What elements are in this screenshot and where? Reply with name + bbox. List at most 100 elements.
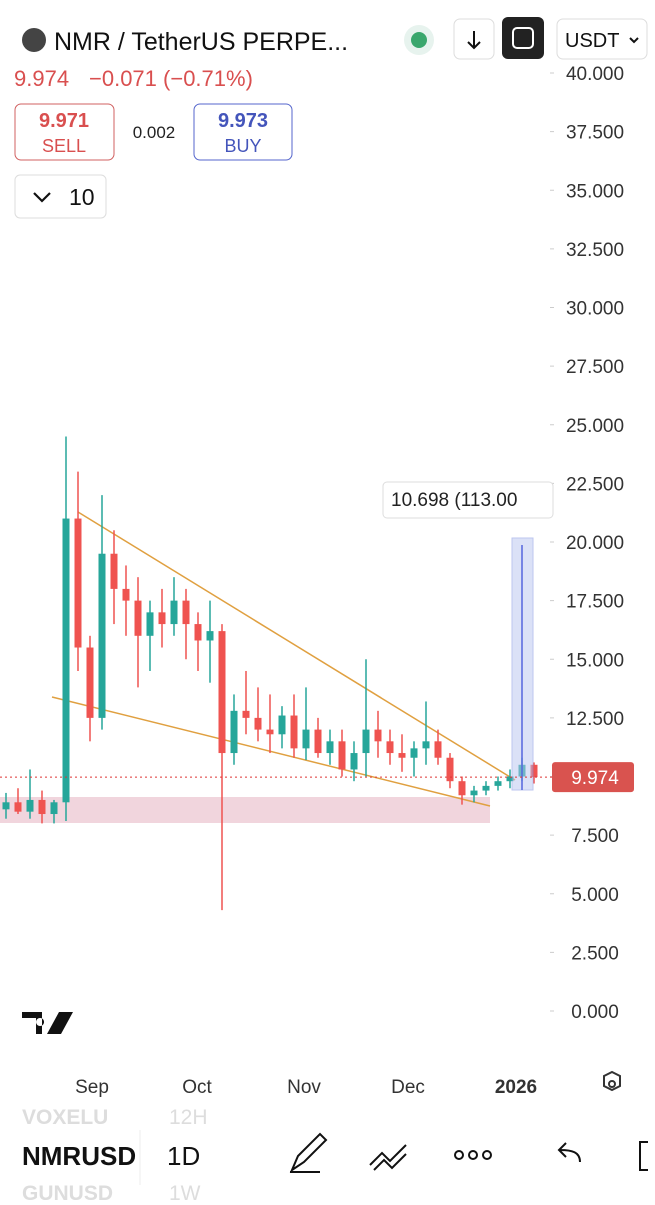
candle-body (194, 624, 202, 641)
toolbar-bg (0, 1104, 655, 1200)
candle-body (134, 600, 142, 636)
candle-body (86, 647, 94, 718)
candle-body (302, 729, 310, 749)
candle-body (254, 717, 262, 730)
y-tick-label: 25.000 (566, 416, 624, 437)
candle-body (170, 600, 178, 625)
candle-body (506, 776, 514, 782)
currency-select[interactable] (556, 18, 648, 60)
trend-line (51, 696, 491, 807)
x-tick-label: 2026 (495, 1077, 537, 1098)
last-price-label: 9.974 (571, 768, 619, 789)
buy-button[interactable] (193, 103, 293, 161)
redo-icon[interactable] (639, 1141, 648, 1171)
sell-price: 9.971 (39, 110, 89, 132)
candle-body (434, 741, 442, 758)
candle-body (2, 802, 10, 810)
y-tick-label: 17.500 (566, 592, 624, 613)
quantity-select[interactable] (14, 174, 107, 219)
candle-body (62, 518, 70, 803)
candle-body (146, 612, 154, 636)
measure-label: 10.698 (113.00 (391, 490, 517, 511)
price-change: −0.071 (−0.71%) (89, 66, 253, 91)
candle-body (158, 612, 166, 625)
buy-price: 9.973 (218, 110, 268, 132)
buy-label: BUY (224, 136, 261, 156)
x-tick-label: Oct (182, 1077, 212, 1098)
quantity: 10 (69, 184, 95, 210)
candle-body (338, 741, 346, 770)
sell-label: SELL (42, 136, 86, 156)
candle-body (374, 729, 382, 742)
candle-body (98, 553, 106, 718)
x-tick-label: Nov (287, 1077, 321, 1098)
trend-line (77, 511, 516, 781)
x-tick-label: Dec (391, 1077, 425, 1098)
candle-body (206, 631, 214, 641)
draw-icon[interactable] (289, 1132, 328, 1173)
interval-option[interactable]: 1W (169, 1182, 201, 1205)
last-price-tag (552, 762, 634, 793)
y-tick-label: 37.500 (566, 123, 624, 144)
candle-body (446, 757, 454, 782)
candle-body (38, 799, 46, 815)
candle-body (74, 518, 82, 648)
candles (2, 436, 538, 911)
candle-body (50, 802, 58, 815)
candle-body (386, 741, 394, 754)
candle-body (422, 741, 430, 749)
more-icon[interactable] (454, 1150, 492, 1160)
candle-body (290, 715, 298, 749)
y-tick-label: 30.000 (566, 299, 624, 320)
candle-body (14, 802, 22, 812)
header-bg (0, 0, 655, 66)
status (411, 32, 427, 48)
y-tick-label: 7.500 (571, 826, 619, 847)
y-tick-label: 12.500 (566, 709, 624, 730)
logo (22, 1012, 73, 1034)
interval-option[interactable]: 12H (169, 1106, 208, 1129)
y-tick-label: 20.000 (566, 533, 624, 554)
y-tick-label: 15.000 (566, 650, 624, 671)
y-tick-label: 27.500 (566, 357, 624, 378)
symbol-option[interactable]: VOXELU (22, 1106, 108, 1129)
candle-body (494, 781, 502, 786)
candle-body (326, 741, 334, 754)
undo-icon[interactable] (557, 1142, 581, 1163)
candle-body (182, 600, 190, 625)
x-tick-label: Sep (75, 1077, 109, 1098)
candle-body (122, 588, 130, 601)
candle-body (230, 710, 238, 754)
y-tick-label: 2.500 (571, 943, 619, 964)
candle-body (26, 799, 34, 812)
last-price: 9.974 (14, 66, 69, 91)
candle-body (410, 748, 418, 758)
spread: 0.002 (133, 123, 176, 142)
candle-body (398, 753, 406, 758)
candle-body (530, 764, 538, 778)
fullscreen-button[interactable] (502, 17, 544, 59)
candle-body (110, 553, 118, 589)
candle-body (470, 790, 478, 796)
candle-body (266, 729, 274, 735)
y-tick-label: 32.500 (566, 240, 624, 261)
candle-body (458, 781, 466, 796)
sell-button[interactable] (14, 103, 115, 161)
zone (0, 797, 490, 823)
interval-selected[interactable]: 1D (167, 1141, 200, 1171)
settings-icon[interactable] (603, 1070, 621, 1092)
y-tick-label: 35.000 (566, 181, 624, 202)
candle-body (362, 729, 370, 754)
y-tick-label: 22.500 (566, 474, 624, 495)
candle-body (350, 753, 358, 770)
pattern-icon[interactable] (369, 1144, 407, 1171)
symbol[interactable]: NMR / TetherUS PERPE... (54, 28, 348, 56)
y-tick-label: 0.000 (571, 1002, 619, 1023)
symbol-option[interactable]: GUNUSD (22, 1182, 113, 1205)
measure-label-box (382, 481, 554, 519)
symbol-selected[interactable]: NMRUSD (22, 1141, 136, 1171)
grid (550, 72, 554, 1012)
candle-body (242, 710, 250, 718)
x-axis: Sep Oct Nov Dec 2026 (75, 1077, 537, 1098)
